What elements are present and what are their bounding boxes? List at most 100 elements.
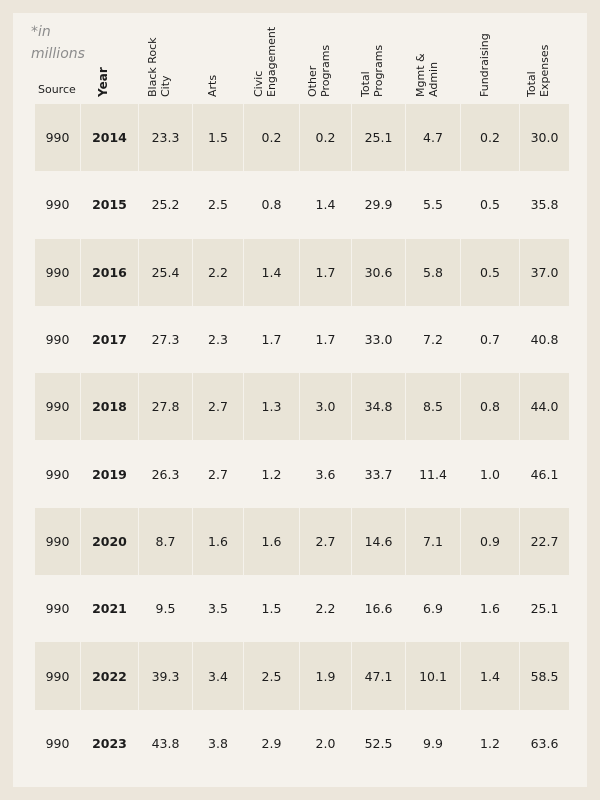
table-cell: 25.1 [530, 601, 559, 617]
column-header-line: Other [306, 65, 319, 97]
column-header-line: Civic [252, 70, 265, 97]
table-cell: 5.8 [406, 238, 461, 306]
table-cell: 1.7 [300, 305, 352, 374]
table-row: 990 2023 43.8 3.8 2.9 2.0 52.5 9.9 1.2 63.6 [35, 709, 569, 777]
table-cell: 990 [35, 373, 81, 441]
table-cell: 43.8 [139, 709, 193, 777]
year-cell: 2019 [81, 440, 139, 508]
table-cell: 990 [35, 440, 81, 508]
table-cell: 27.8 [139, 373, 193, 441]
table-cell: 47.1 [352, 642, 406, 710]
column-header: Fundraising [461, 13, 520, 103]
table-cell: 26.3 [139, 440, 193, 508]
table-cell: 30.6 [352, 238, 406, 306]
table-cell: 1.6 [193, 507, 244, 576]
units-note-line-2: millions [31, 46, 85, 62]
table-row: 990 2016 25.4 2.2 1.4 1.7 30.6 5.8 0.5 37.0 [35, 238, 569, 306]
year-cell: 2016 [81, 238, 139, 306]
table-cell: 1.2 [244, 440, 300, 508]
column-header-line: Mgmt & [413, 53, 427, 97]
table-cell: 990 [35, 171, 81, 239]
table-cell: 0.2 [300, 104, 352, 172]
column-header: Mgmt & Admin [406, 13, 461, 103]
column-header: Civic Engagement [244, 13, 300, 103]
table-row: 990 2021 9.5 3.5 1.5 2.2 16.6 6.9 1.6 25.1 [35, 575, 569, 643]
table-cell: 2.5 [193, 171, 244, 239]
table-cell: 1.6 [244, 507, 300, 576]
table-cell: 0.9 [461, 507, 520, 576]
table-cell: 6.9 [406, 575, 461, 643]
year-cell: 2021 [81, 575, 139, 643]
table-row: 990 2017 27.3 2.3 1.7 1.7 33.0 7.2 0.7 40.8 [35, 305, 569, 374]
table-cell: 1.5 [193, 104, 244, 172]
table-cell: 3.4 [193, 642, 244, 710]
column-header-line: Total [524, 71, 538, 97]
column-header-line: Arts [205, 74, 219, 97]
year-cell: 2023 [81, 709, 139, 777]
table-cell: 39.3 [139, 642, 193, 710]
table-cell: 1.6 [461, 575, 520, 643]
table-cell: 22.7 [520, 507, 569, 576]
column-header-line: Programs [372, 44, 385, 97]
table-cell: 990 [35, 642, 81, 710]
column-header-label: Fundraising [478, 33, 491, 97]
table-cell: 0.7 [461, 305, 520, 374]
column-header: Total Expenses [520, 13, 569, 103]
table-cell: 1.7 [244, 305, 300, 374]
table-cell: 990 [35, 507, 81, 576]
year-cell: 2020 [81, 507, 139, 576]
column-header-label: Black Rock City [146, 37, 172, 97]
table-cell: 0.8 [244, 171, 300, 239]
column-header-line: Total [359, 71, 372, 97]
table-cell: 990 [35, 238, 81, 306]
table-cell: 2.2 [300, 575, 352, 643]
table-cell: 1.4 [461, 642, 520, 710]
table-cell: 2.5 [244, 642, 300, 710]
table-cell: 8.7 [139, 507, 193, 576]
year-cell: 2014 [81, 104, 139, 172]
table-cell: 990 [35, 305, 81, 374]
table-cell: 25.1 [352, 104, 406, 172]
table-row: 990 2014 23.3 1.5 0.2 0.2 25.1 4.7 0.2 30.0 [35, 104, 569, 172]
table-cell: 52.5 [352, 709, 406, 777]
table-cell: 0.8 [461, 373, 520, 441]
year-cell: 2022 [81, 642, 139, 710]
table-cell: 1.4 [300, 171, 352, 239]
column-header: Arts [193, 13, 244, 103]
table-cell: 9.5 [139, 575, 193, 643]
units-note-line-1: *in [31, 24, 51, 40]
table-cell: 2.0 [300, 709, 352, 777]
table-cell: 1.0 [461, 440, 520, 508]
table-cell: 1.7 [300, 238, 352, 306]
table-cell: 0.5 [461, 238, 520, 306]
table-cell: 990 [35, 709, 81, 777]
table-cell: 40.8 [530, 332, 559, 348]
column-header-line: City [159, 75, 172, 97]
table-cell: 35.8 [530, 197, 559, 213]
column-header: Year [81, 13, 139, 103]
table-cell: 0.2 [244, 104, 300, 172]
column-header-line: Expenses [537, 44, 551, 97]
column-header-line: Programs [319, 44, 332, 97]
table-cell: 34.8 [352, 373, 406, 441]
table-cell: 4.7 [406, 104, 461, 172]
column-header-line: Black Rock [146, 37, 159, 97]
table-cell: 58.5 [520, 642, 569, 710]
column-header-label: Civic Engagement [252, 27, 278, 97]
column-header: Other Programs [300, 13, 352, 103]
column-header-line: Admin [426, 61, 440, 97]
table-cell: 1.5 [244, 575, 300, 643]
column-header-source: Source [38, 83, 76, 96]
year-cell: 2018 [81, 373, 139, 441]
column-header: Total Programs [352, 13, 406, 103]
column-header-line: Engagement [265, 26, 278, 97]
table-cell: 30.0 [520, 104, 569, 172]
table-cell: 2.7 [193, 373, 244, 441]
table-row: 990 2015 25.2 2.5 0.8 1.4 29.9 5.5 0.5 35.8 [35, 171, 569, 239]
table-cell: 25.4 [139, 238, 193, 306]
table-cell: 3.0 [300, 373, 352, 441]
table-cell: 2.7 [300, 507, 352, 576]
table-cell: 33.7 [352, 440, 406, 508]
column-header-line: Year [96, 67, 110, 97]
table-cell: 37.0 [520, 238, 569, 306]
